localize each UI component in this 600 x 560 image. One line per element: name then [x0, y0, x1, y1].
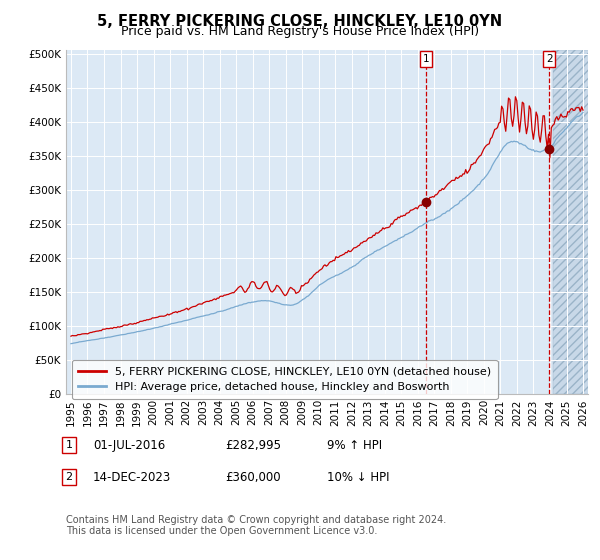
Text: £282,995: £282,995 [225, 438, 281, 452]
Bar [553, 50, 592, 394]
Text: This data is licensed under the Open Government Licence v3.0.: This data is licensed under the Open Gov… [66, 526, 377, 536]
Text: 2: 2 [546, 54, 553, 64]
Text: 01-JUL-2016: 01-JUL-2016 [93, 438, 165, 452]
Legend: 5, FERRY PICKERING CLOSE, HINCKLEY, LE10 0YN (detached house), HPI: Average pric: 5, FERRY PICKERING CLOSE, HINCKLEY, LE10… [71, 360, 497, 399]
Text: 2: 2 [65, 472, 73, 482]
Text: 9% ↑ HPI: 9% ↑ HPI [327, 438, 382, 452]
Text: Contains HM Land Registry data © Crown copyright and database right 2024.: Contains HM Land Registry data © Crown c… [66, 515, 446, 525]
Text: 5, FERRY PICKERING CLOSE, HINCKLEY, LE10 0YN: 5, FERRY PICKERING CLOSE, HINCKLEY, LE10… [97, 14, 503, 29]
Text: 1: 1 [423, 54, 430, 64]
Text: 1: 1 [65, 440, 73, 450]
Text: Price paid vs. HM Land Registry's House Price Index (HPI): Price paid vs. HM Land Registry's House … [121, 25, 479, 38]
Text: £360,000: £360,000 [225, 470, 281, 484]
Text: 10% ↓ HPI: 10% ↓ HPI [327, 470, 389, 484]
Text: 14-DEC-2023: 14-DEC-2023 [93, 470, 171, 484]
